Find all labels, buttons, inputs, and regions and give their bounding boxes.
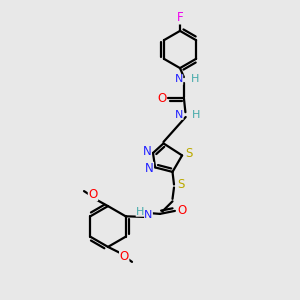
Text: O: O [88,188,98,201]
Text: N: N [145,162,154,176]
Text: N: N [175,74,183,85]
Text: O: O [157,92,166,105]
Text: N: N [175,110,183,120]
Text: F: F [177,11,183,24]
Text: H: H [191,74,199,85]
Text: H: H [136,206,144,217]
Text: S: S [185,147,192,161]
Text: S: S [177,178,184,191]
Text: H: H [192,110,201,120]
Text: N: N [144,210,153,220]
Text: O: O [177,204,186,218]
Text: O: O [120,250,129,263]
Text: N: N [142,145,152,158]
